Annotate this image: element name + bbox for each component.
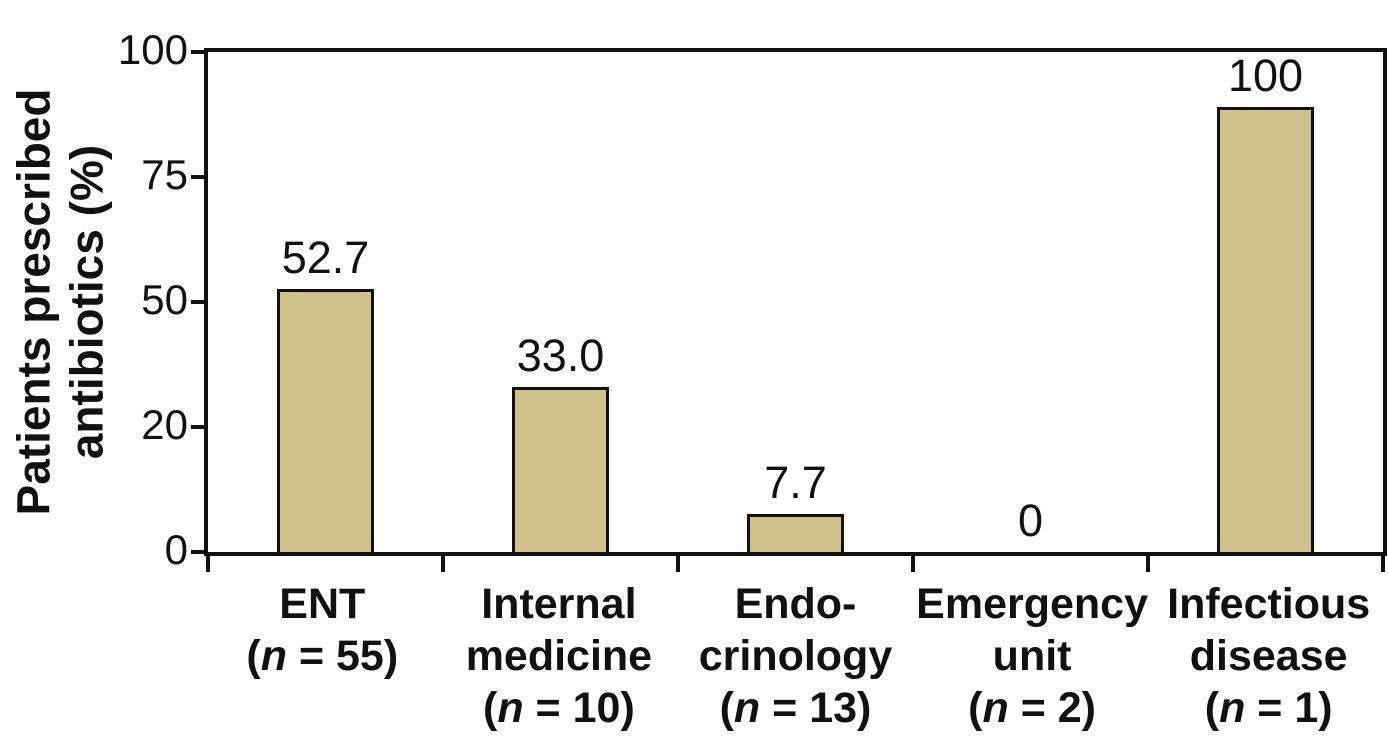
y-tick-mark	[191, 50, 204, 54]
category-label-emergency-unit: Emergency unit (n = 2)	[914, 578, 1151, 734]
y-tick-label: 75	[141, 151, 188, 198]
bar	[277, 288, 374, 552]
category-label-ent: ENT (n = 55)	[204, 578, 441, 734]
x-tick-mark	[911, 556, 915, 572]
x-tick-mark	[206, 556, 210, 572]
x-axis-labels: ENT (n = 55) Internal medicine (n = 10) …	[204, 578, 1387, 734]
category-label-infectious-disease: Infectious disease (n = 1)	[1150, 578, 1387, 734]
y-tick-mark	[191, 300, 204, 304]
bar-value-label: 0	[1017, 495, 1044, 546]
x-tick-mark	[676, 556, 680, 572]
y-tick-label: 50	[141, 276, 188, 323]
bar-value-label: 7.7	[764, 456, 827, 508]
y-tick-label: 20	[141, 401, 188, 448]
bars-container: 52.7 33.0 7.7 0 100	[208, 52, 1383, 552]
bar-value-label: 100	[1227, 50, 1304, 101]
x-tick-mark	[441, 556, 445, 572]
bar	[747, 513, 844, 552]
bar-group-endocrinology: 7.7	[678, 52, 913, 552]
x-tick-mark	[1146, 556, 1150, 572]
category-label-endocrinology: Endo- crinology (n = 13)	[677, 578, 914, 734]
bar-group-infectious-disease: 100	[1148, 52, 1383, 552]
category-n-line: (n = 10)	[483, 684, 635, 732]
bar-group-emergency-unit: 0	[913, 52, 1148, 552]
category-n-line: (n = 13)	[719, 684, 872, 732]
category-line: Emergency	[916, 580, 1148, 628]
category-line: crinology	[698, 632, 893, 680]
bar-group-internal-medicine: 33.0	[443, 52, 678, 552]
y-tick-mark	[191, 425, 204, 429]
category-n-line: (n = 2)	[968, 684, 1096, 732]
y-tick-label: 0	[164, 526, 188, 573]
x-tick-mark	[1381, 556, 1385, 572]
category-label-internal-medicine: Internal medicine (n = 10)	[441, 578, 678, 734]
category-line: Endo-	[734, 580, 857, 628]
category-line: unit	[992, 632, 1072, 680]
plot-area: 100 75 50 20 0 52.7 33.0 7.7	[118, 26, 1387, 573]
category-line: disease	[1189, 632, 1348, 680]
category-line: Internal	[481, 580, 637, 628]
bar	[1217, 107, 1314, 552]
bar-value-label: 33.0	[516, 330, 605, 381]
bar-group-ent: 52.7	[208, 52, 443, 552]
bar-value-label: 52.7	[281, 231, 370, 283]
category-line: Infectious	[1167, 580, 1371, 628]
category-n-line: (n = 55)	[246, 632, 399, 680]
category-n-line: (n = 1)	[1204, 684, 1333, 732]
y-tick-label: 100	[117, 26, 188, 73]
y-tick-mark	[191, 550, 204, 554]
y-tick-mark	[191, 175, 204, 179]
category-line: ENT	[279, 580, 366, 628]
bar	[512, 387, 609, 552]
category-line: medicine	[465, 632, 653, 680]
y-axis-title-line1: Patients prescribed	[7, 88, 59, 516]
